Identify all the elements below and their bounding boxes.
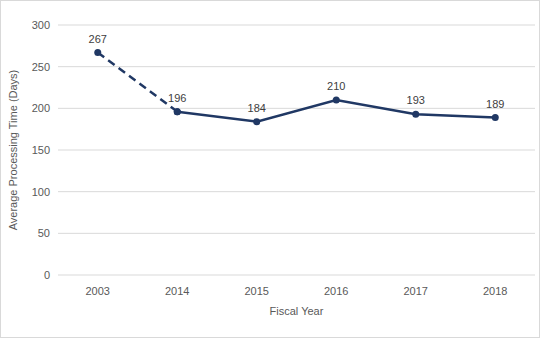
grid-line <box>58 191 535 192</box>
point-marker <box>174 108 181 115</box>
y-tick-label: 100 <box>32 186 50 198</box>
grid-line <box>58 108 535 109</box>
data-label: 184 <box>248 102 266 114</box>
point-marker <box>174 108 181 115</box>
point-marker <box>94 49 101 56</box>
data-label: 189 <box>486 98 504 110</box>
x-tick-label: 2016 <box>324 285 348 297</box>
chart-frame <box>1 1 540 338</box>
point-marker <box>412 111 419 118</box>
data-label: 210 <box>327 80 345 92</box>
chart-svg: 0 50 100 150 200 250 300 2003 2014 2015 2016 2017 20… <box>0 0 540 338</box>
series-line <box>98 53 178 112</box>
grid-line <box>58 25 535 26</box>
data-label: 196 <box>168 92 186 104</box>
y-tick-label: 200 <box>32 102 50 114</box>
point-marker <box>333 97 340 104</box>
plot-area <box>94 49 499 125</box>
point-marker <box>253 118 260 125</box>
x-tick-label: 2003 <box>86 285 110 297</box>
x-tick-label: 2014 <box>165 285 189 297</box>
y-tick-label: 50 <box>38 227 50 239</box>
x-axis-label: Fiscal Year <box>270 305 324 317</box>
y-tick-label: 0 <box>44 269 50 281</box>
point-marker <box>492 114 499 121</box>
x-tick-label: 2018 <box>483 285 507 297</box>
x-tick-label: 2015 <box>245 285 269 297</box>
y-tick-label: 300 <box>32 19 50 31</box>
x-tick-label: 2017 <box>404 285 428 297</box>
y-axis-label: Average Processing Time (Days) <box>7 70 19 231</box>
chart-container: 0 50 100 150 200 250 300 2003 2014 2015 2016 2017 20… <box>0 0 540 338</box>
y-tick-label: 150 <box>32 144 50 156</box>
grid-line <box>58 66 535 67</box>
data-label: 193 <box>407 94 425 106</box>
data-label: 267 <box>89 33 107 45</box>
grid-line <box>58 150 535 151</box>
grid-line <box>58 275 535 276</box>
y-tick-label: 250 <box>32 61 50 73</box>
grid-line <box>58 233 535 234</box>
